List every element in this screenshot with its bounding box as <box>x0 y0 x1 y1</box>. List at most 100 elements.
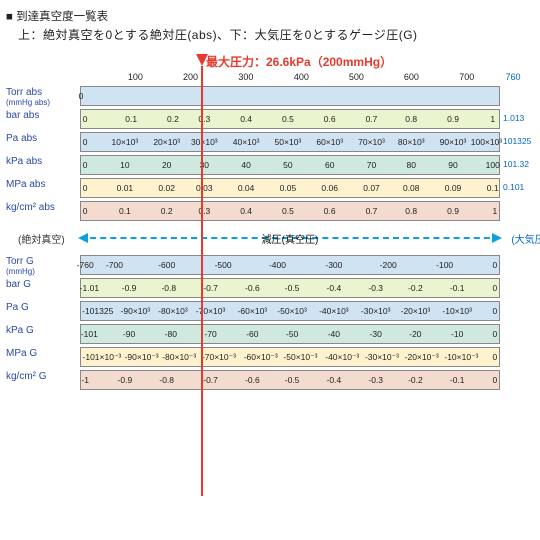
tick-label: -80×10³ <box>158 306 188 316</box>
scale-row-label: MPa G <box>6 347 80 367</box>
tick-label: -0.1 <box>450 283 465 293</box>
tick-label: 0.9 <box>447 206 459 216</box>
scale-row-label: Pa G <box>6 301 80 321</box>
tick-label: -0.6 <box>245 375 260 385</box>
tick-label: 0 <box>83 137 88 147</box>
tick-label: -70 <box>204 329 216 339</box>
tick-label: -0.8 <box>161 283 176 293</box>
tick-label: -0.4 <box>327 283 342 293</box>
row-right-value <box>500 347 540 367</box>
top-scale-tick: 100 <box>128 72 143 82</box>
tick-label: -60×10⁻³ <box>244 352 278 363</box>
scale-bar: 0 <box>80 86 500 106</box>
tick-label: -40×10⁻³ <box>325 352 359 363</box>
tick-label: -70×10⁻³ <box>202 352 236 363</box>
top-scale-tick: 700 <box>459 72 474 82</box>
row-right-value <box>500 255 540 275</box>
tick-label: 0 <box>83 114 88 124</box>
scale-row-label: MPa abs <box>6 178 80 198</box>
tick-label: 0.04 <box>238 183 255 193</box>
pressure-marker-line <box>201 66 203 496</box>
tick-label: 0.6 <box>324 206 336 216</box>
tick-label: 0.1 <box>119 206 131 216</box>
row-right-value <box>500 301 540 321</box>
tick-label: -101325 <box>82 306 113 316</box>
page-title: ■ 到達真空度一覧表 <box>6 8 534 24</box>
tick-label: -300 <box>325 260 342 270</box>
tick-label: -101×10⁻³ <box>83 352 122 363</box>
scale-row-label: kg/cm² G <box>6 370 80 390</box>
scale-bar: -1-0.9-0.8-0.7-0.6-0.5-0.4-0.3-0.2-0.10 <box>80 370 500 390</box>
tick-label: 0.9 <box>447 114 459 124</box>
tick-label: 0.1 <box>487 183 499 193</box>
tick-label: -90 <box>123 329 135 339</box>
tick-label: 0 <box>83 160 88 170</box>
tick-label: 40×10³ <box>233 137 260 147</box>
tick-label: 0.07 <box>363 183 380 193</box>
tick-label: 50×10³ <box>275 137 302 147</box>
tick-label: 100×10³ <box>471 137 502 147</box>
tick-label: 0.08 <box>403 183 420 193</box>
tick-label: 0.5 <box>282 206 294 216</box>
tick-label: 0.8 <box>405 114 417 124</box>
tick-label: -90×10⁻³ <box>125 352 159 363</box>
tick-label: 1 <box>490 114 495 124</box>
tick-label: 50 <box>283 160 292 170</box>
tick-label: 30×10³ <box>191 137 218 147</box>
tick-label: -500 <box>215 260 232 270</box>
top-scale: 760 100200300400500600700 <box>80 72 500 86</box>
tick-label: -0.5 <box>285 283 300 293</box>
scale-bar: 00.010.020.030.040.050.060.070.080.090.1 <box>80 178 500 198</box>
tick-label: 0.4 <box>240 206 252 216</box>
tick-label: -600 <box>158 260 175 270</box>
spectrum-right: (大気圧) <box>511 231 540 246</box>
scale-row-label: kPa abs <box>6 155 80 175</box>
tick-label: 70×10³ <box>358 137 385 147</box>
tick-label: 0.06 <box>321 183 338 193</box>
tick-label: -0.3 <box>368 375 383 385</box>
page-subtitle: 上：絶対真空を0とする絶対圧(abs)、下：大気圧を0とするゲージ圧(G) <box>6 26 534 43</box>
tick-label: -50×10³ <box>277 306 307 316</box>
scale-row-label: Pa abs <box>6 132 80 152</box>
tick-label: -20×10³ <box>401 306 431 316</box>
tick-label: 0.09 <box>445 183 462 193</box>
tick-label: 0.8 <box>405 206 417 216</box>
row-right-value: 0.101 <box>500 178 540 198</box>
tick-label: 0.01 <box>117 183 134 193</box>
tick-label: -90×10³ <box>121 306 151 316</box>
scale-bar: -101-90-80-70-60-50-40-30-20-100 <box>80 324 500 344</box>
top-scale-right: 760 <box>505 72 520 82</box>
scale-bar: 0102030405060708090100 <box>80 155 500 175</box>
scale-row-label: Torr G(mmHg) <box>6 255 80 275</box>
scale-bar: 00.10.20.30.40.50.60.70.80.91 <box>80 109 500 129</box>
scale-row-label: kg/cm² abs <box>6 201 80 221</box>
tick-label: 0.2 <box>167 114 179 124</box>
tick-label: 90 <box>448 160 457 170</box>
top-scale-tick: 500 <box>349 72 364 82</box>
tick-label: -80 <box>165 329 177 339</box>
top-scale-tick: 300 <box>238 72 253 82</box>
tick-label: -0.2 <box>408 375 423 385</box>
tick-label: -0.2 <box>408 283 423 293</box>
tick-label: 60×10³ <box>316 137 343 147</box>
tick-label: 100 <box>486 160 500 170</box>
tick-label: 0.03 <box>196 183 213 193</box>
tick-label: 10×10³ <box>112 137 139 147</box>
tick-label: -60 <box>246 329 258 339</box>
spectrum-center: 減圧(真空圧) <box>262 231 319 246</box>
tick-label: -30×10⁻³ <box>365 352 399 363</box>
tick-label: 0 <box>79 91 84 101</box>
tick-label: -0.5 <box>285 375 300 385</box>
tick-label: -0.3 <box>368 283 383 293</box>
abs-section: 760 100200300400500600700 Torr abs(mmHg … <box>6 72 534 221</box>
tick-label: -10 <box>451 329 463 339</box>
scale-row: kPa G-101-90-80-70-60-50-40-30-20-100 <box>6 324 534 344</box>
row-right-value <box>500 324 540 344</box>
tick-label: -1.01 <box>80 283 99 293</box>
scale-row-label: bar abs <box>6 109 80 129</box>
tick-label: 0.2 <box>161 206 173 216</box>
row-right-value <box>500 86 540 106</box>
tick-label: 20×10³ <box>153 137 180 147</box>
tick-label: -0.1 <box>450 375 465 385</box>
tick-label: -30 <box>370 329 382 339</box>
